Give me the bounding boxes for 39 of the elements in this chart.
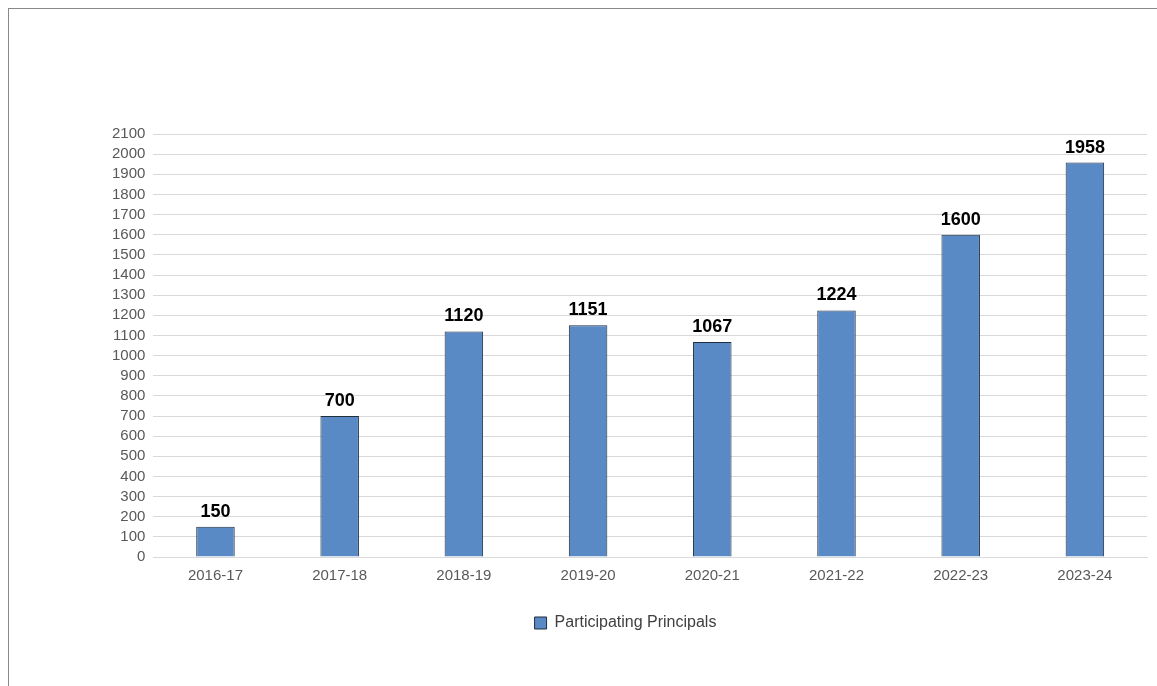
y-tick-label: 500: [120, 446, 146, 464]
x-tick-label: 2023-24: [1057, 566, 1113, 584]
y-tick-label: 200: [120, 506, 146, 524]
y-tick-label: 1800: [111, 184, 146, 202]
y-tick-label: 100: [120, 527, 146, 544]
y-tick-label: 2000: [111, 144, 146, 162]
x-tick-label: 2021-22: [808, 566, 865, 584]
x-tick-label: 2017-18: [312, 566, 368, 584]
y-tick-label: 800: [120, 386, 146, 403]
y-tick-label: 1700: [111, 204, 146, 222]
x-tick-label: 2022-23: [933, 566, 989, 584]
y-tick-label: 1600: [111, 224, 146, 242]
y-tick-label: 700: [120, 406, 146, 424]
y-tick-label: 1200: [111, 305, 146, 323]
y-tick-label: 600: [120, 426, 146, 444]
y-tick-label: 1000: [111, 345, 146, 363]
x-tick-label: 2019-20: [560, 566, 616, 584]
data-label: 1600: [940, 208, 981, 229]
y-tick-label: 1300: [111, 285, 146, 303]
x-tick-label: 2020-21: [684, 566, 740, 584]
legend-label: Participating Principals: [554, 613, 717, 631]
x-tick-label: 2016-17: [187, 566, 243, 584]
data-label: 1151: [568, 299, 608, 320]
data-label: 1958: [1064, 136, 1105, 157]
x-tick-label: 2018-19: [436, 566, 492, 584]
y-tick-label: 300: [120, 486, 146, 504]
data-label: 1224: [816, 284, 857, 305]
y-tick-label: 900: [120, 365, 146, 383]
y-tick-label: 1400: [111, 265, 146, 283]
data-label: 1067: [692, 316, 733, 337]
y-tick-label: 1900: [111, 164, 146, 182]
y-tick-label: 0: [137, 547, 146, 565]
y-tick-label: 2100: [111, 124, 146, 142]
data-label: 150: [200, 500, 231, 521]
data-label: 700: [324, 389, 355, 410]
data-label: 1120: [444, 305, 484, 326]
y-tick-label: 1100: [113, 325, 146, 343]
y-tick-label: 400: [120, 466, 146, 484]
y-tick-label: 1500: [111, 245, 146, 262]
